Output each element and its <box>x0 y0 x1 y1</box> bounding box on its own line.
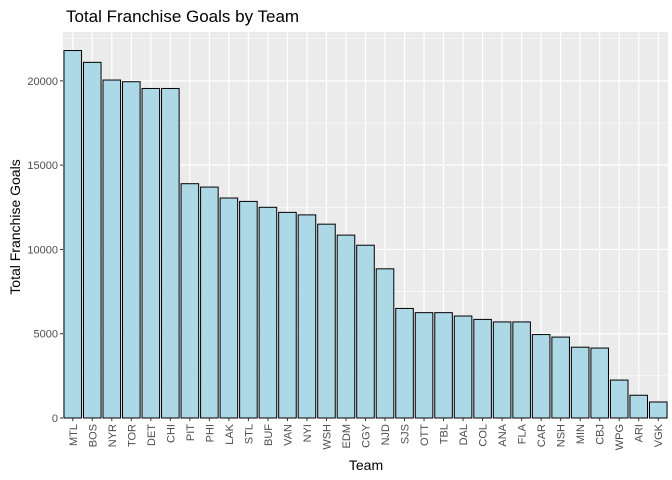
bar-phi <box>200 186 219 419</box>
bar-van <box>278 211 297 419</box>
bar-cgy <box>356 244 375 419</box>
bar-col <box>473 318 492 419</box>
x-tick-label-nyr: NYR <box>107 424 119 447</box>
x-tick-label-edm: EDM <box>341 424 353 448</box>
bar-njd <box>375 268 395 419</box>
bar-cbj <box>590 347 609 419</box>
x-tick-label-dal: DAL <box>458 424 470 445</box>
x-tick-label-sjs: SJS <box>400 424 412 444</box>
bar-ott <box>414 312 434 419</box>
x-tick-label-ari: ARI <box>634 424 646 442</box>
bar-tor <box>122 81 141 419</box>
x-tick-label-fla: FLA <box>517 423 529 444</box>
y-tick-label: 5000 <box>34 329 58 341</box>
bar-nyr <box>102 79 122 419</box>
bar-dal <box>453 315 473 419</box>
bar-ari <box>629 394 649 419</box>
y-tick-label: 15000 <box>27 160 58 172</box>
bar-lak <box>219 197 239 419</box>
x-tick-label-chi: CHI <box>165 424 177 443</box>
bar-car <box>531 334 551 419</box>
x-tick-label-vgk: VGK <box>653 423 665 447</box>
x-tick-label-bos: BOS <box>87 424 99 447</box>
x-tick-label-njd: NJD <box>380 424 392 445</box>
y-axis-title: Total Franchise Goals <box>7 159 23 294</box>
bar-stl <box>239 200 258 419</box>
plot-panel: 0 5000 10000 15000 20000 MTL BOS NYR TOR DET CHI PI… <box>27 32 668 450</box>
x-tick-label-ott: OTT <box>419 424 431 446</box>
bar-bos <box>82 61 102 419</box>
bar-wsh <box>317 223 336 419</box>
bar-fla <box>512 321 531 419</box>
x-tick-label-phi: PHI <box>204 424 216 442</box>
y-tick-label: 0 <box>52 413 58 425</box>
bar-sjs <box>395 307 414 419</box>
x-tick-label-buf: BUF <box>263 424 275 446</box>
x-tick-label-wsh: WSH <box>321 424 333 450</box>
x-tick-label-min: MIN <box>575 424 587 444</box>
x-tick-label-car: CAR <box>536 424 548 447</box>
x-tick-label-stl: STL <box>243 424 255 444</box>
bar-nyi <box>297 214 317 419</box>
bar-buf <box>258 206 278 419</box>
x-tick-label-col: COL <box>478 424 490 447</box>
y-tick-label: 20000 <box>27 76 58 88</box>
x-tick-label-tor: TOR <box>126 424 138 447</box>
bar-pit <box>180 183 200 419</box>
bar-nsh <box>551 336 570 419</box>
bar-det <box>141 87 161 419</box>
bar-mtl <box>63 50 83 419</box>
x-tick-label-nyi: NYI <box>302 424 314 442</box>
y-tick-label: 10000 <box>27 244 58 256</box>
x-axis-title: Team <box>349 457 383 473</box>
x-tick-label-mtl: MTL <box>68 424 80 446</box>
bar-tbl <box>434 312 453 419</box>
bar-edm <box>336 234 356 419</box>
x-tick-label-cbj: CBJ <box>595 424 607 445</box>
bar-vgk <box>648 401 668 419</box>
bar-ana <box>492 321 512 419</box>
x-tick-label-pit: PIT <box>185 424 197 441</box>
x-tick-label-nsh: NSH <box>556 424 568 447</box>
x-tick-label-ana: ANA <box>497 423 509 446</box>
x-tick-label-wpg: WPG <box>614 424 626 450</box>
x-tick-label-tbl: TBL <box>439 424 451 444</box>
x-tick-label-cgy: CGY <box>361 423 373 448</box>
bar-wpg <box>609 379 629 419</box>
bar-chi <box>161 87 180 419</box>
x-tick-label-det: DET <box>146 424 158 446</box>
bar-min <box>570 346 590 419</box>
x-tick-label-van: VAN <box>282 424 294 446</box>
x-tick-label-lak: LAK <box>224 423 236 444</box>
chart-title: Total Franchise Goals by Team <box>66 7 299 26</box>
